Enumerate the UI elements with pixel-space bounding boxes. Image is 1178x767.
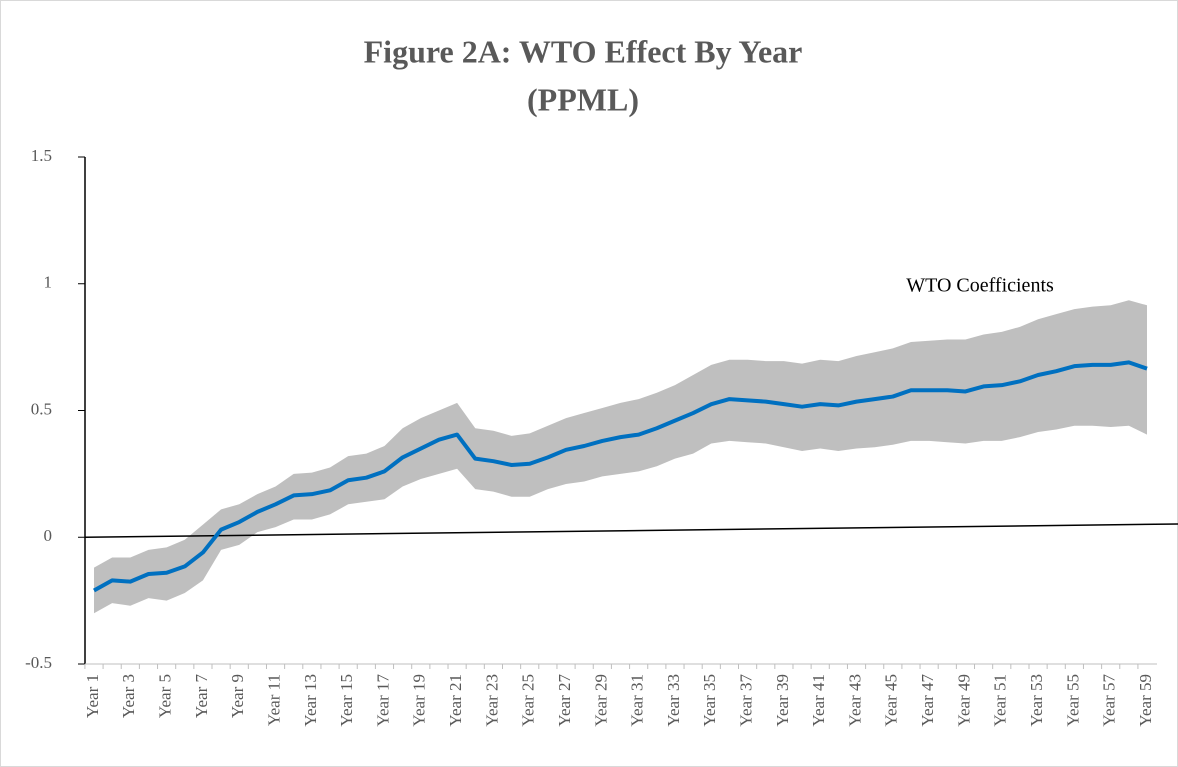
x-tick-label: Year 11 [264,674,283,726]
reference-line [84,523,1178,538]
x-tick-label: Year 41 [809,674,828,727]
y-tick-label: -0.5 [25,653,52,672]
x-tick-label: Year 1 [83,674,102,718]
x-tick-label: Year 21 [446,674,465,727]
x-tick-label: Year 19 [410,674,429,727]
x-tick-label: Year 47 [918,674,937,727]
x-tick-label: Year 57 [1100,674,1119,727]
x-tick-label: Year 7 [192,674,211,719]
chart-title: Figure 2A: WTO Effect By Year [364,33,803,69]
confidence-band [94,300,1147,614]
x-tick-label: Year 13 [301,674,320,727]
y-tick-label: 0.5 [31,399,52,418]
x-tick-label: Year 3 [119,674,138,718]
x-tick-label: Year 15 [337,674,356,727]
x-tick-label: Year 53 [1027,674,1046,727]
x-tick-label: Year 33 [664,674,683,727]
chart-title: (PPML) [527,81,639,117]
series-line [93,360,1148,593]
x-tick-label: Year 17 [373,674,392,727]
x-tick-label: Year 29 [591,674,610,727]
x-tick-label: Year 45 [882,674,901,727]
x-tick-label: Year 59 [1136,674,1155,727]
x-tick-label: Year 23 [482,674,501,727]
x-tick-label: Year 55 [1063,674,1082,727]
y-tick-label: 1 [44,273,53,292]
y-tick-label: 0 [44,526,53,545]
x-tick-label: Year 51 [991,674,1010,727]
x-tick-label: Year 43 [845,674,864,727]
x-tick-label: Year 31 [628,674,647,727]
y-tick-label: 1.5 [31,146,52,165]
x-tick-label: Year 9 [228,674,247,718]
x-tick-label: Year 5 [156,674,175,718]
x-tick-label: Year 27 [555,674,574,727]
x-tick-label: Year 35 [700,674,719,727]
x-tick-label: Year 37 [736,674,755,727]
x-tick-label: Year 49 [954,674,973,727]
series-label: WTO Coefficients [906,275,1054,297]
x-tick-label: Year 39 [773,674,792,727]
x-tick-label: Year 25 [519,674,538,727]
